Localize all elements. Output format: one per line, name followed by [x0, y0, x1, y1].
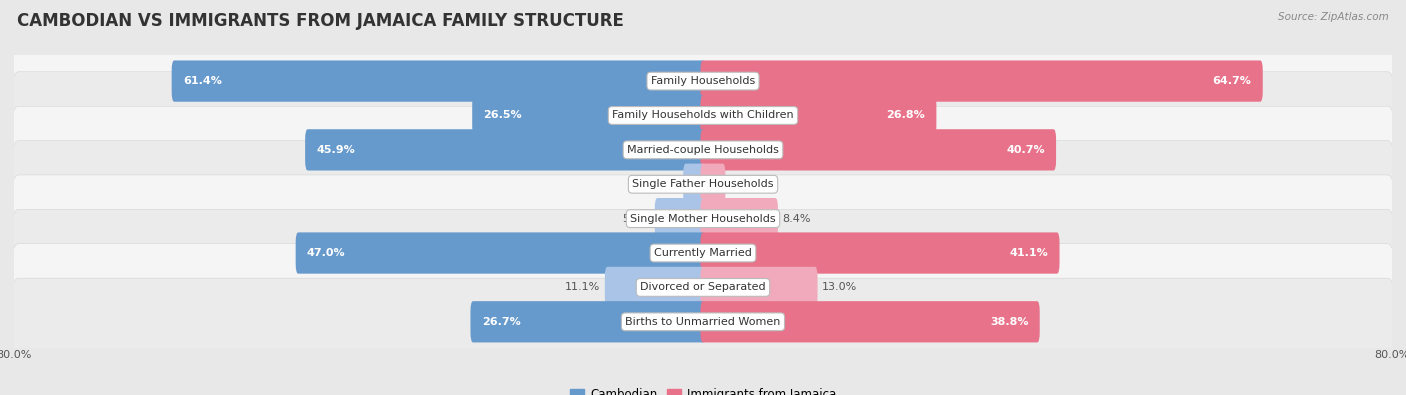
FancyBboxPatch shape [700, 95, 936, 136]
Text: 45.9%: 45.9% [316, 145, 356, 155]
FancyBboxPatch shape [305, 129, 706, 171]
Text: 40.7%: 40.7% [1007, 145, 1045, 155]
FancyBboxPatch shape [11, 278, 1395, 365]
FancyBboxPatch shape [11, 106, 1395, 194]
FancyBboxPatch shape [11, 141, 1395, 228]
FancyBboxPatch shape [472, 95, 706, 136]
Text: 64.7%: 64.7% [1213, 76, 1251, 86]
FancyBboxPatch shape [11, 175, 1395, 262]
FancyBboxPatch shape [11, 72, 1395, 159]
FancyBboxPatch shape [700, 164, 725, 205]
FancyBboxPatch shape [700, 267, 817, 308]
Text: CAMBODIAN VS IMMIGRANTS FROM JAMAICA FAMILY STRUCTURE: CAMBODIAN VS IMMIGRANTS FROM JAMAICA FAM… [17, 12, 624, 30]
FancyBboxPatch shape [605, 267, 706, 308]
FancyBboxPatch shape [683, 164, 706, 205]
FancyBboxPatch shape [172, 60, 706, 102]
Text: Married-couple Households: Married-couple Households [627, 145, 779, 155]
FancyBboxPatch shape [700, 60, 1263, 102]
Text: 47.0%: 47.0% [307, 248, 346, 258]
FancyBboxPatch shape [471, 301, 706, 342]
Text: 5.3%: 5.3% [623, 214, 651, 224]
FancyBboxPatch shape [655, 198, 706, 239]
Text: 61.4%: 61.4% [183, 76, 222, 86]
Text: 8.4%: 8.4% [782, 214, 811, 224]
FancyBboxPatch shape [700, 129, 1056, 171]
Text: 38.8%: 38.8% [990, 317, 1029, 327]
Text: 26.8%: 26.8% [886, 111, 925, 120]
FancyBboxPatch shape [700, 301, 1039, 342]
Text: 13.0%: 13.0% [823, 282, 858, 292]
Text: 41.1%: 41.1% [1010, 248, 1049, 258]
Text: Currently Married: Currently Married [654, 248, 752, 258]
Text: 2.0%: 2.0% [651, 179, 679, 189]
Text: Single Mother Households: Single Mother Households [630, 214, 776, 224]
Text: Divorced or Separated: Divorced or Separated [640, 282, 766, 292]
Text: 26.5%: 26.5% [484, 111, 522, 120]
Text: Family Households with Children: Family Households with Children [612, 111, 794, 120]
FancyBboxPatch shape [295, 232, 706, 274]
FancyBboxPatch shape [11, 244, 1395, 331]
FancyBboxPatch shape [11, 209, 1395, 297]
Text: 2.3%: 2.3% [730, 179, 758, 189]
Text: 11.1%: 11.1% [565, 282, 600, 292]
FancyBboxPatch shape [700, 198, 778, 239]
Text: Source: ZipAtlas.com: Source: ZipAtlas.com [1278, 12, 1389, 22]
Text: Births to Unmarried Women: Births to Unmarried Women [626, 317, 780, 327]
FancyBboxPatch shape [11, 38, 1395, 125]
Text: Single Father Households: Single Father Households [633, 179, 773, 189]
Text: 26.7%: 26.7% [482, 317, 520, 327]
Legend: Cambodian, Immigrants from Jamaica: Cambodian, Immigrants from Jamaica [565, 384, 841, 395]
Text: Family Households: Family Households [651, 76, 755, 86]
FancyBboxPatch shape [700, 232, 1060, 274]
